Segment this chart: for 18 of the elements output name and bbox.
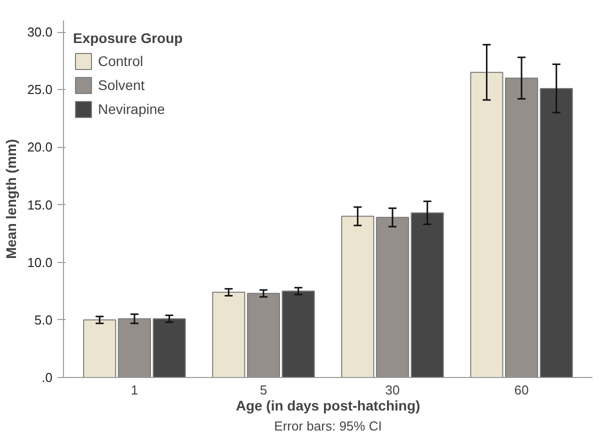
y-axis-title: Mean length (mm) (3, 139, 20, 259)
x-tick-label: 60 (514, 382, 529, 398)
y-tick-label: 30.0 (27, 24, 53, 40)
y-tick-label: 20.0 (27, 140, 53, 155)
x-axis-title: Age (in days post-hatching) (236, 398, 420, 414)
x-tick-label: 30 (385, 382, 400, 398)
x-tick-label: 1 (130, 382, 138, 398)
y-tick-label: 15.0 (27, 197, 53, 212)
legend-label: Solvent (98, 77, 145, 93)
y-tick-label: 5.0 (34, 312, 53, 328)
y-tick-label: 25.0 (27, 82, 53, 98)
y-tick-label: .0 (42, 370, 52, 385)
legend-label: Control (98, 53, 144, 69)
x-tick-label: 5 (260, 382, 268, 398)
text: Error bars: 95% CI (274, 418, 382, 434)
legend-title: Exposure Group (73, 30, 183, 46)
y-tick-label: 10.0 (27, 254, 53, 270)
legend-label: Nevirapine (98, 101, 165, 117)
